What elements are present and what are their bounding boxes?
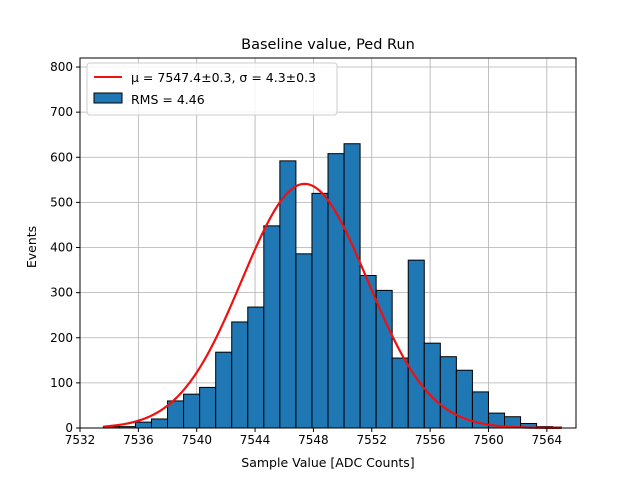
histogram-bar (343, 143, 361, 429)
legend-fit-label: μ = 7547.4±0.3, σ = 4.3±0.3 (131, 70, 316, 85)
histogram-bar (279, 160, 297, 429)
y-tick-label: 400 (50, 241, 73, 255)
y-axis-ticks: 0 100 200 300 400 500 600 700 800 (50, 60, 80, 435)
histogram-bar (311, 192, 329, 429)
legend: μ = 7547.4±0.3, σ = 4.3±0.3 RMS = 4.46 (86, 62, 338, 116)
chart-title: Baseline value, Ped Run (241, 37, 415, 53)
x-tick-label: 7532 (65, 433, 96, 447)
histogram-bar (215, 351, 233, 429)
y-tick-label: 500 (50, 195, 73, 209)
gaussian-fit-curve (103, 182, 562, 430)
y-tick-label: 0 (65, 421, 73, 435)
x-tick-label: 7564 (532, 433, 563, 447)
y-tick-label: 300 (50, 286, 73, 300)
y-axis-label: Events (24, 226, 39, 268)
histogram-bars (102, 143, 562, 429)
histogram-bar (263, 225, 281, 429)
x-tick-label: 7540 (181, 433, 212, 447)
legend-hist-swatch (93, 92, 123, 104)
y-tick-label: 100 (50, 376, 73, 390)
y-tick-label: 700 (50, 105, 73, 119)
x-tick-label: 7544 (240, 433, 271, 447)
x-tick-label: 7560 (473, 433, 504, 447)
histogram-bar (247, 306, 265, 429)
histogram-bar (375, 289, 393, 429)
y-tick-label: 800 (50, 60, 73, 74)
plot-frame (79, 57, 577, 429)
histogram-bar (439, 356, 457, 429)
histogram-bar (407, 259, 425, 429)
legend-fit-sigma: σ = 4.3±0.3 (239, 70, 316, 85)
x-axis-ticks: 7532 7536 7540 7544 7548 7552 7556 7560 7564 (65, 428, 562, 447)
x-axis-label: Sample Value [ADC Counts] (241, 455, 414, 470)
histogram-bar (423, 342, 441, 429)
histogram-bar (391, 357, 409, 429)
histogram-bar (183, 393, 201, 429)
y-tick-label: 200 (50, 331, 73, 345)
histogram-bar (295, 253, 313, 429)
x-tick-label: 7556 (415, 433, 446, 447)
x-tick-label: 7536 (123, 433, 154, 447)
histogram-bar (134, 421, 152, 429)
gaussian-fit-layer (103, 182, 562, 430)
legend-fit-mu: μ = 7547.4±0.3, (131, 70, 239, 85)
histogram-bar (359, 274, 377, 429)
x-tick-label: 7548 (298, 433, 329, 447)
y-tick-label: 600 (50, 150, 73, 164)
histogram-bar (199, 386, 217, 429)
histogram-bar (327, 153, 345, 429)
histogram-bar (150, 418, 169, 429)
x-tick-label: 7552 (356, 433, 387, 447)
legend-hist-label: RMS = 4.46 (131, 92, 205, 107)
histogram-bar (231, 321, 249, 429)
legend-box (86, 62, 338, 116)
